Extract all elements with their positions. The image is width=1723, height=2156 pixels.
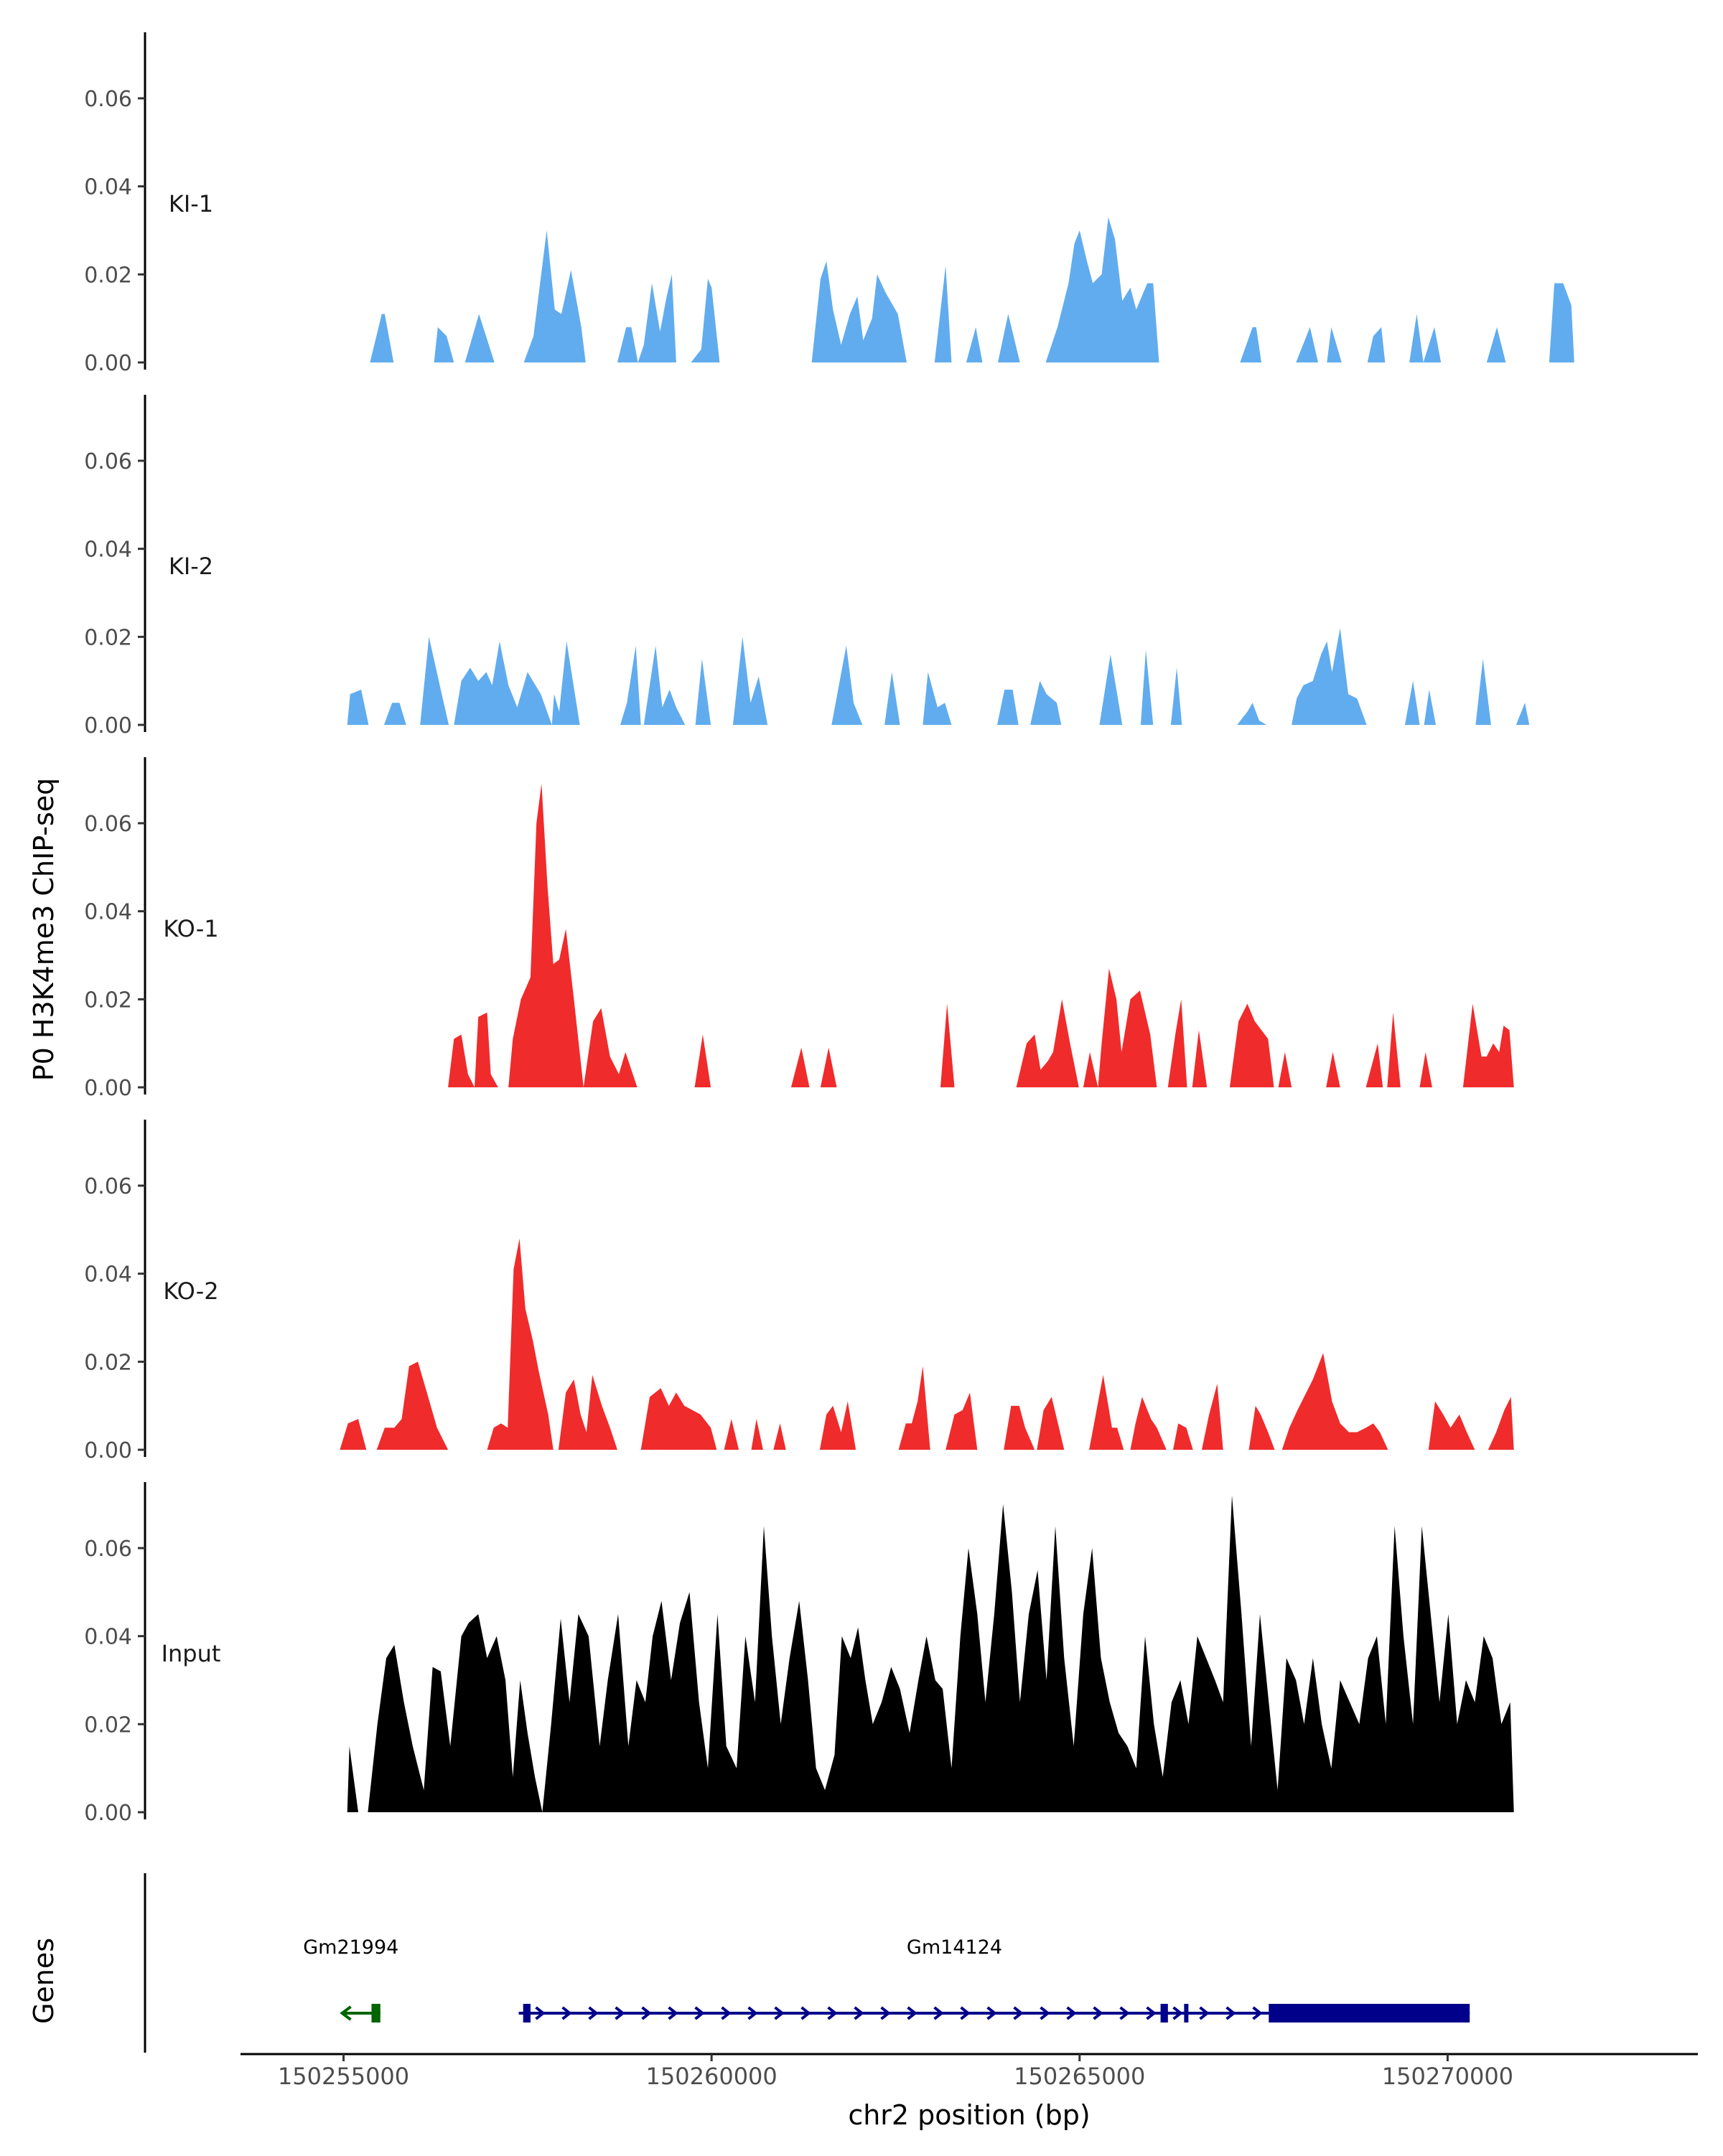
coverage-area-ki-2 [347,628,1530,725]
strand-arrow [1040,2006,1050,2020]
strand-arrow [907,2006,917,2020]
y-tick-label: 0.00 [84,713,132,739]
track-panel-ko-1: 0.00 0.02 0.04 0.06 KO-1 [84,757,1514,1101]
genes-track-panel: Gm21994 Gm14124 [144,1873,1470,2053]
y-tick-label: 0.00 [84,351,132,376]
x-tick-label: 150260000 [646,2063,778,2090]
y-tick-label: 0.04 [84,900,132,925]
y-tick-label: 0.04 [84,175,132,200]
y-tick-label: 0.06 [84,1174,132,1199]
gene-exon [1160,2004,1168,2023]
track-label: KI-1 [169,190,213,217]
gene-gm21994: Gm21994 [303,1936,398,2023]
y-tick-label: 0.02 [84,625,132,650]
y-tick-label: 0.00 [84,1801,132,1826]
gene-exon [1184,2004,1189,2023]
track-panel-ki-2: 0.00 0.02 0.04 0.06 KI-2 [84,395,1530,739]
y-tick-label: 0.02 [84,263,132,288]
y-tick-label: 0.04 [84,1625,132,1650]
track-panel-input: 0.00 0.02 0.04 0.06 Input [84,1482,1514,1826]
x-tick-label: 150270000 [1382,2063,1513,2090]
strand-arrow [1172,2006,1183,2020]
y-tick-label: 0.02 [84,988,132,1013]
track-label: KI-2 [169,553,213,580]
coverage-area-ko-2 [340,1238,1514,1450]
x-tick-label: 150265000 [1014,2063,1145,2090]
coverage-area-ko-1 [448,783,1514,1087]
strand-arrow [1119,2006,1130,2020]
y-tick-label: 0.06 [84,812,132,837]
x-tick-label: 150255000 [278,2063,409,2090]
strand-arrow [694,2006,705,2020]
track-panel-ko-2: 0.00 0.02 0.04 0.06 KO-2 [84,1120,1514,1463]
genes-axis-title: Genes [28,1938,60,2024]
y-tick-label: 0.06 [84,449,132,474]
gene-label: Gm21994 [303,1936,398,1959]
strand-arrow [1146,2006,1157,2020]
strand-arrow [561,2006,572,2020]
y-tick-label: 0.00 [84,1076,132,1101]
strand-arrow [535,2006,546,2020]
strand-arrow [827,2006,838,2020]
x-axis-title: chr2 position (bp) [848,2099,1090,2131]
track-label: Input [162,1640,221,1667]
strand-arrow [721,2006,732,2020]
track-label: KO-1 [163,915,218,942]
strand-arrow [1093,2006,1103,2020]
coverage-area-ki-1 [349,217,1574,362]
strand-arrow [1225,2006,1236,2020]
strand-arrow [1252,2006,1263,2020]
x-axis: 150255000 150260000 150265000 150270000 [241,2053,1698,2090]
strand-arrow [933,2006,944,2020]
strand-arrow [615,2006,625,2020]
gene-exon [523,2004,531,2023]
gene-exon-block [1269,2004,1470,2023]
strand-arrow [1066,2006,1077,2020]
strand-arrow [774,2006,785,2020]
y-tick-label: 0.02 [84,1712,132,1738]
strand-arrow [854,2006,864,2020]
strand-arrow [588,2006,599,2020]
y-tick-label: 0.00 [84,1438,132,1463]
y-tick-label: 0.04 [84,1262,132,1288]
strand-arrow [747,2006,758,2020]
gene-gm14124: Gm14124 [518,1936,1470,2023]
strand-arrow [880,2006,891,2020]
gene-label: Gm14124 [907,1936,1002,1959]
y-axis-title: P0 H3K4me3 ChIP-seq [28,778,60,1082]
y-tick-label: 0.06 [84,87,132,112]
y-tick-label: 0.02 [84,1350,132,1375]
strand-arrow [960,2006,971,2020]
coverage-area-input [347,1495,1514,1812]
strand-arrow [340,2005,352,2021]
track-label: KO-2 [163,1278,218,1305]
strand-arrow [1199,2006,1210,2020]
strand-arrow [641,2006,652,2020]
gene-exon [371,2004,380,2023]
track-panel-ki-1: 0.00 0.02 0.04 0.06 KI-1 [84,32,1574,376]
strand-arrow [986,2006,997,2020]
strand-arrow [800,2006,811,2020]
strand-arrow [668,2006,678,2020]
strand-arrow [1013,2006,1024,2020]
y-tick-label: 0.06 [84,1537,132,1562]
y-tick-label: 0.04 [84,538,132,563]
